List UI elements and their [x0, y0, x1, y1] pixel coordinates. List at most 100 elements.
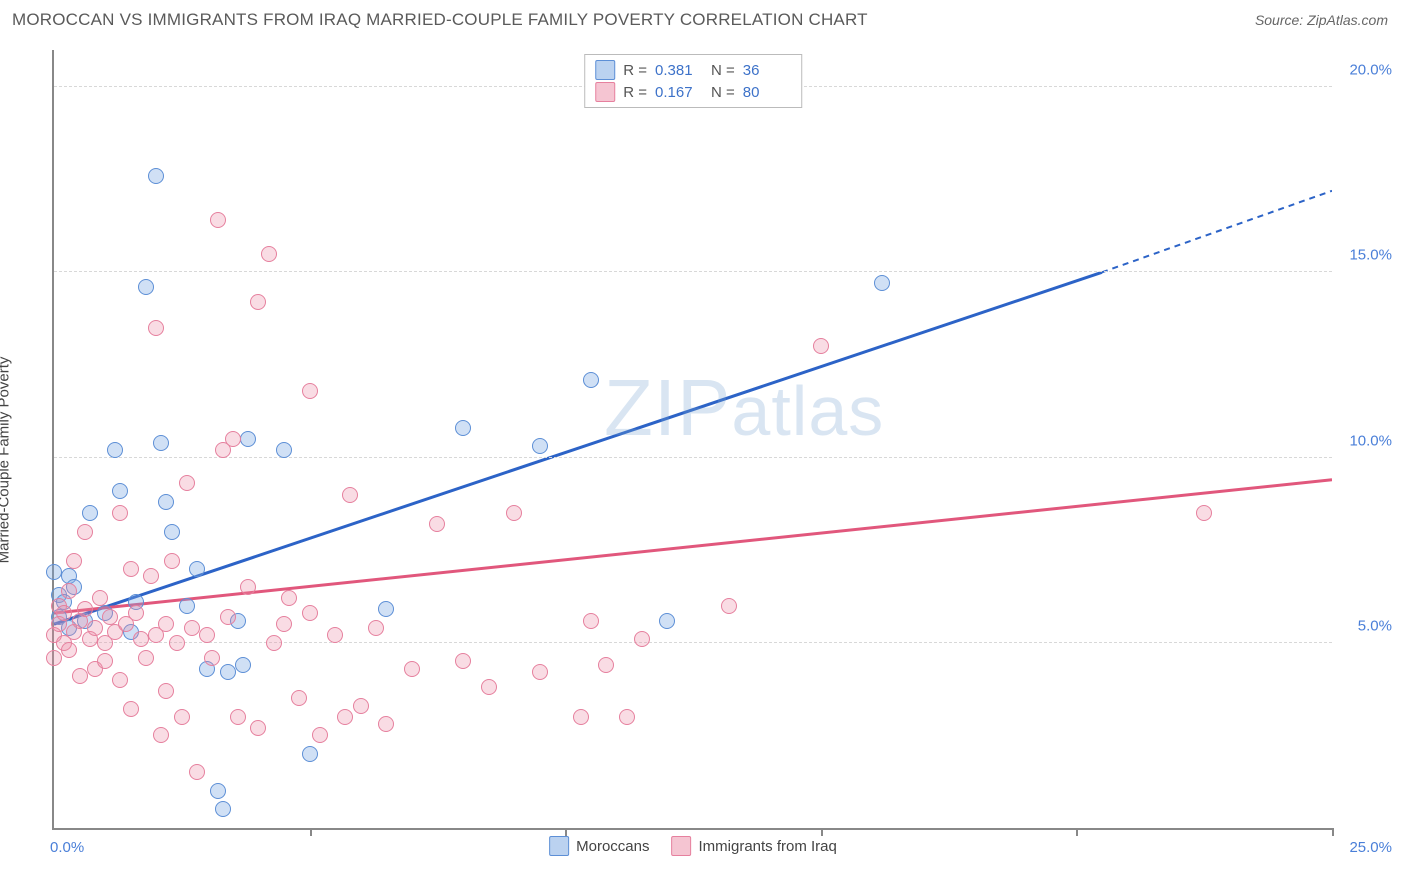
- data-point: [46, 650, 62, 666]
- data-point: [179, 598, 195, 614]
- legend-stats: R = 0.381 N = 36 R = 0.167 N = 80: [584, 54, 802, 108]
- data-point: [56, 605, 72, 621]
- data-point: [164, 553, 180, 569]
- data-point: [302, 605, 318, 621]
- data-point: [138, 279, 154, 295]
- x-tick: [1332, 828, 1334, 836]
- data-point: [813, 338, 829, 354]
- data-point: [291, 690, 307, 706]
- data-point: [404, 661, 420, 677]
- chart-title: MOROCCAN VS IMMIGRANTS FROM IRAQ MARRIED…: [12, 10, 868, 30]
- data-point: [112, 505, 128, 521]
- chart-container: Married-Couple Family Poverty R = 0.381 …: [12, 40, 1394, 880]
- y-tick-label: 10.0%: [1349, 432, 1392, 449]
- source-label: Source: ZipAtlas.com: [1255, 12, 1388, 28]
- legend-r-label: R =: [623, 62, 647, 79]
- legend-swatch-a: [595, 60, 615, 80]
- legend-item: Moroccans: [549, 836, 649, 856]
- data-point: [481, 679, 497, 695]
- data-point: [634, 631, 650, 647]
- data-point: [455, 653, 471, 669]
- data-point: [77, 524, 93, 540]
- data-point: [148, 168, 164, 184]
- data-point: [215, 801, 231, 817]
- data-point: [92, 590, 108, 606]
- data-point: [153, 435, 169, 451]
- legend-series: Moroccans Immigrants from Iraq: [549, 836, 837, 856]
- data-point: [721, 598, 737, 614]
- data-point: [184, 620, 200, 636]
- x-tick: [310, 828, 312, 836]
- data-point: [250, 720, 266, 736]
- data-point: [250, 294, 266, 310]
- data-point: [210, 212, 226, 228]
- data-point: [583, 372, 599, 388]
- legend-n-value-b: 80: [743, 84, 791, 101]
- data-point: [87, 620, 103, 636]
- data-point: [72, 668, 88, 684]
- legend-n-value-a: 36: [743, 62, 791, 79]
- data-point: [378, 601, 394, 617]
- data-point: [174, 709, 190, 725]
- x-tick: [565, 828, 567, 836]
- data-point: [210, 783, 226, 799]
- data-point: [337, 709, 353, 725]
- data-point: [133, 631, 149, 647]
- data-point: [189, 561, 205, 577]
- data-point: [302, 746, 318, 762]
- data-point: [220, 609, 236, 625]
- gridline: [54, 271, 1332, 272]
- data-point: [189, 764, 205, 780]
- data-point: [573, 709, 589, 725]
- data-point: [179, 475, 195, 491]
- data-point: [148, 320, 164, 336]
- data-point: [102, 609, 118, 625]
- data-point: [276, 616, 292, 632]
- legend-r-value-a: 0.381: [655, 62, 703, 79]
- legend-label-a: Moroccans: [576, 838, 649, 855]
- header: MOROCCAN VS IMMIGRANTS FROM IRAQ MARRIED…: [0, 0, 1406, 34]
- data-point: [158, 494, 174, 510]
- data-point: [240, 579, 256, 595]
- x-tick: [821, 828, 823, 836]
- data-point: [302, 383, 318, 399]
- data-point: [532, 438, 548, 454]
- data-point: [455, 420, 471, 436]
- legend-n-label: N =: [711, 62, 735, 79]
- data-point: [128, 605, 144, 621]
- legend-swatch-b: [671, 836, 691, 856]
- data-point: [230, 709, 246, 725]
- data-point: [429, 516, 445, 532]
- plot-area: R = 0.381 N = 36 R = 0.167 N = 80 ZIPatl…: [52, 50, 1332, 830]
- data-point: [659, 613, 675, 629]
- data-point: [46, 564, 62, 580]
- legend-r-label: R =: [623, 84, 647, 101]
- data-point: [158, 683, 174, 699]
- y-tick-label: 5.0%: [1358, 617, 1392, 634]
- data-point: [158, 616, 174, 632]
- data-point: [138, 650, 154, 666]
- legend-swatch-a: [549, 836, 569, 856]
- watermark: ZIPatlas: [604, 362, 884, 454]
- data-point: [204, 650, 220, 666]
- data-point: [327, 627, 343, 643]
- data-point: [61, 642, 77, 658]
- x-axis-label-min: 0.0%: [50, 839, 84, 856]
- data-point: [342, 487, 358, 503]
- data-point: [61, 583, 77, 599]
- data-point: [143, 568, 159, 584]
- data-point: [169, 635, 185, 651]
- legend-swatch-b: [595, 82, 615, 102]
- data-point: [112, 672, 128, 688]
- data-point: [378, 716, 394, 732]
- data-point: [220, 664, 236, 680]
- gridline: [54, 457, 1332, 458]
- data-point: [532, 664, 548, 680]
- data-point: [77, 601, 93, 617]
- data-point: [153, 727, 169, 743]
- data-point: [506, 505, 522, 521]
- y-axis-label: Married-Couple Family Poverty: [0, 357, 13, 564]
- data-point: [598, 657, 614, 673]
- data-point: [266, 635, 282, 651]
- data-point: [225, 431, 241, 447]
